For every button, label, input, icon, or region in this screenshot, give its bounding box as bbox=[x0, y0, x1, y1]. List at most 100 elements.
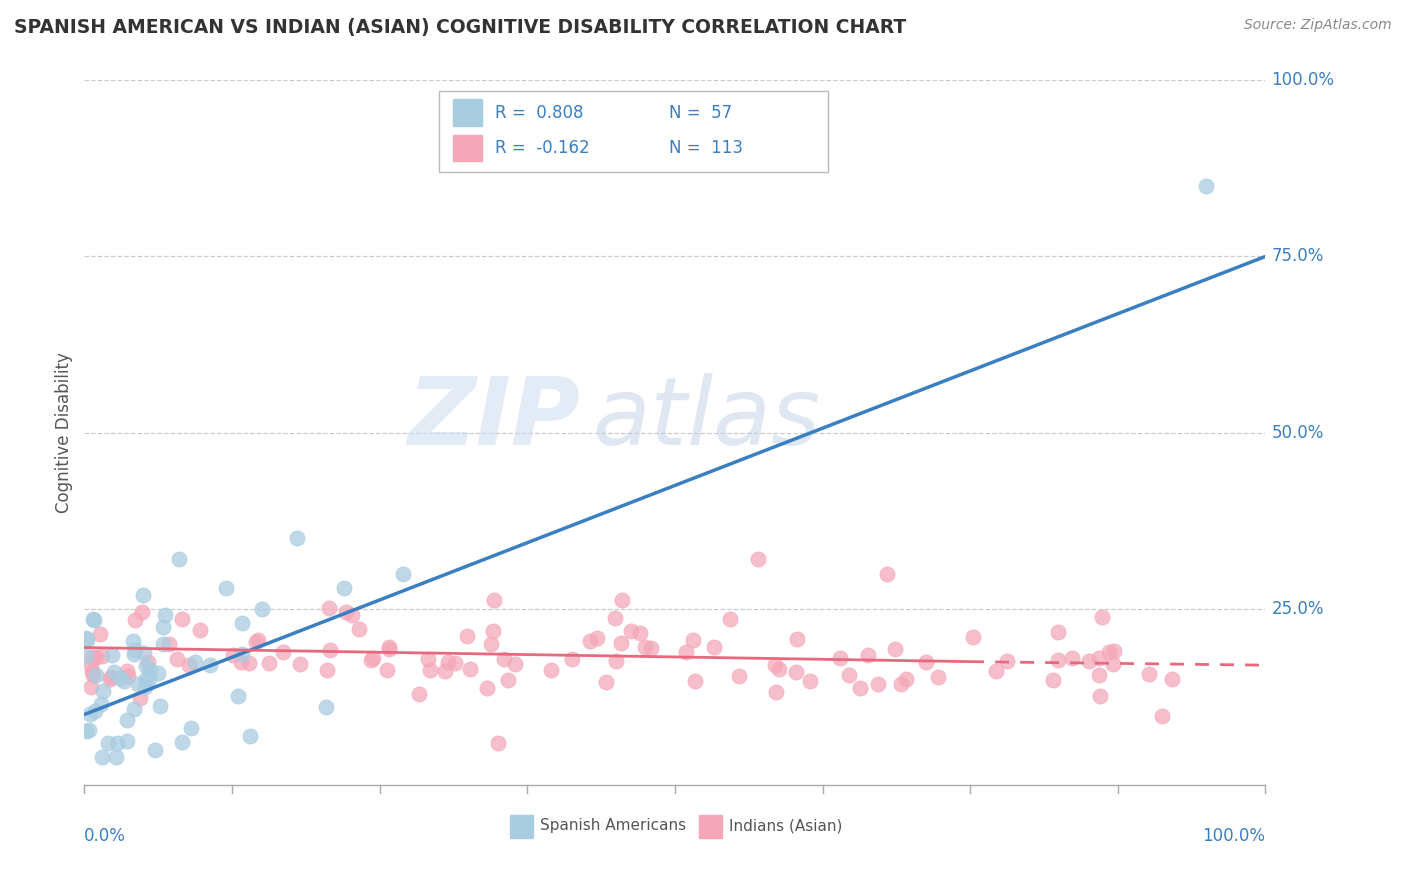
Point bbox=[436, 655, 458, 669]
Y-axis label: Cognitive Disability: Cognitive Disability bbox=[55, 352, 73, 513]
Point bbox=[838, 668, 860, 682]
Point bbox=[77, 723, 100, 738]
Point bbox=[105, 737, 128, 751]
Text: 0.0%: 0.0% bbox=[84, 827, 127, 846]
Point bbox=[360, 653, 382, 667]
Point bbox=[170, 735, 193, 749]
Point bbox=[231, 615, 253, 630]
Point bbox=[984, 664, 1007, 678]
Text: Indians (Asian): Indians (Asian) bbox=[730, 818, 842, 833]
Point bbox=[456, 629, 478, 643]
Point bbox=[995, 654, 1018, 668]
Text: 50.0%: 50.0% bbox=[1271, 424, 1323, 442]
Point bbox=[138, 672, 160, 686]
Point bbox=[486, 736, 509, 750]
Point bbox=[856, 648, 879, 663]
Point bbox=[247, 633, 270, 648]
Text: ZIP: ZIP bbox=[408, 373, 581, 465]
Point bbox=[124, 643, 146, 657]
Point bbox=[136, 655, 159, 669]
Point bbox=[117, 669, 139, 683]
Point bbox=[914, 655, 936, 669]
Point bbox=[91, 684, 114, 698]
Point bbox=[318, 642, 340, 657]
Point bbox=[727, 668, 749, 682]
Point bbox=[115, 665, 138, 679]
Point bbox=[82, 668, 104, 682]
Point bbox=[640, 640, 662, 655]
Point bbox=[257, 657, 280, 671]
Point bbox=[883, 641, 905, 656]
Point bbox=[80, 649, 103, 664]
Text: 75.0%: 75.0% bbox=[1271, 247, 1323, 266]
Point bbox=[408, 687, 430, 701]
Point bbox=[149, 699, 172, 714]
Point bbox=[675, 645, 697, 659]
Point bbox=[434, 664, 457, 678]
Point bbox=[245, 635, 267, 649]
Point bbox=[288, 657, 311, 672]
Point bbox=[222, 648, 245, 663]
Point bbox=[177, 657, 200, 672]
Point bbox=[765, 658, 787, 673]
Point bbox=[378, 641, 401, 656]
Point bbox=[1087, 668, 1109, 682]
Point bbox=[91, 749, 114, 764]
Point bbox=[477, 681, 499, 695]
Point bbox=[226, 689, 249, 703]
Point bbox=[363, 650, 385, 665]
Point bbox=[75, 631, 97, 645]
Point bbox=[97, 736, 120, 750]
Point bbox=[1060, 650, 1083, 665]
Point bbox=[586, 631, 609, 645]
Point bbox=[80, 680, 103, 694]
Text: N =  113: N = 113 bbox=[669, 139, 742, 157]
Text: R =  -0.162: R = -0.162 bbox=[495, 139, 591, 157]
Point bbox=[1042, 673, 1064, 688]
Point bbox=[786, 632, 808, 646]
Point bbox=[115, 733, 138, 747]
Text: Spanish Americans: Spanish Americans bbox=[540, 818, 686, 833]
Point bbox=[605, 654, 627, 668]
Point bbox=[927, 670, 949, 684]
Point bbox=[458, 662, 481, 676]
Point bbox=[134, 681, 156, 695]
Bar bbox=[509, 815, 533, 838]
Point bbox=[505, 657, 527, 672]
Point bbox=[683, 673, 706, 688]
Point bbox=[540, 663, 562, 677]
Point bbox=[378, 640, 401, 655]
Point bbox=[579, 633, 602, 648]
Point bbox=[342, 607, 364, 622]
Point bbox=[124, 701, 146, 715]
Point bbox=[682, 633, 704, 648]
Point bbox=[718, 612, 741, 626]
Point bbox=[90, 648, 112, 663]
Point bbox=[132, 646, 155, 660]
Point bbox=[115, 714, 138, 728]
Point bbox=[188, 623, 211, 637]
Point bbox=[1152, 708, 1174, 723]
Point bbox=[335, 605, 357, 619]
Point bbox=[229, 655, 252, 669]
Text: 100.0%: 100.0% bbox=[1271, 71, 1334, 89]
Point bbox=[83, 613, 105, 627]
Point bbox=[1098, 645, 1121, 659]
Point bbox=[876, 566, 898, 581]
Point bbox=[333, 581, 356, 595]
Point bbox=[496, 673, 519, 687]
Point bbox=[103, 665, 125, 680]
Bar bbox=[453, 135, 482, 161]
Point bbox=[894, 672, 917, 686]
Point bbox=[84, 668, 107, 682]
Point bbox=[79, 706, 101, 721]
Point bbox=[620, 624, 643, 639]
Text: N =  57: N = 57 bbox=[669, 103, 733, 121]
Point bbox=[765, 685, 787, 699]
Point bbox=[484, 593, 506, 607]
Point bbox=[494, 652, 516, 666]
Point bbox=[82, 665, 104, 679]
Point bbox=[703, 640, 725, 655]
Point bbox=[561, 652, 583, 666]
Point bbox=[271, 645, 294, 659]
